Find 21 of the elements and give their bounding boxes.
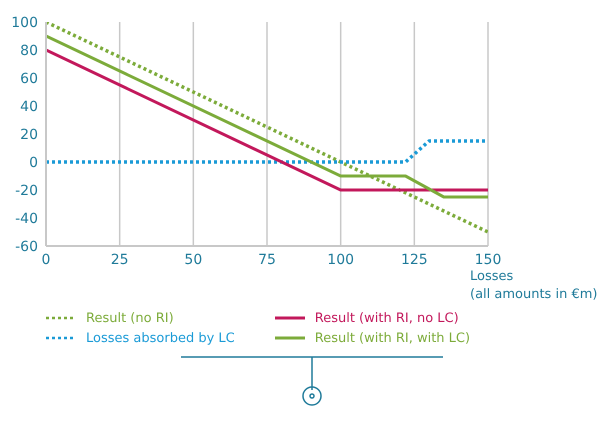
x-tick-label: 25	[110, 252, 129, 268]
y-tick-label: 60	[20, 70, 38, 87]
legend-label: Result (no RI)	[86, 310, 174, 326]
legend-label: Losses absorbed by LC	[86, 330, 235, 346]
x-tick-label: 100	[327, 252, 354, 268]
y-tick-label: 0	[29, 154, 38, 171]
y-tick-label: -20	[15, 182, 38, 199]
y-tick-label: 20	[20, 126, 38, 143]
y-tick-label: 100	[11, 14, 38, 31]
y-tick-label: -40	[15, 210, 38, 227]
x-axis-title: Losses (all amounts in €m)	[470, 268, 598, 304]
legend-label: Result (with RI, with LC)	[314, 330, 470, 346]
legend-label: Result (with RI, no LC)	[314, 310, 459, 326]
x-tick-label: 75	[258, 252, 276, 268]
x-tick-label: 50	[184, 252, 202, 268]
y-tick-label: 40	[20, 98, 38, 115]
y-tick-label: 80	[20, 42, 38, 59]
x-tick-label: 150	[474, 252, 502, 268]
y-tick-label: -60	[15, 238, 38, 255]
x-tick-label: 125	[400, 252, 428, 268]
x-tick-label: 0	[42, 252, 50, 268]
